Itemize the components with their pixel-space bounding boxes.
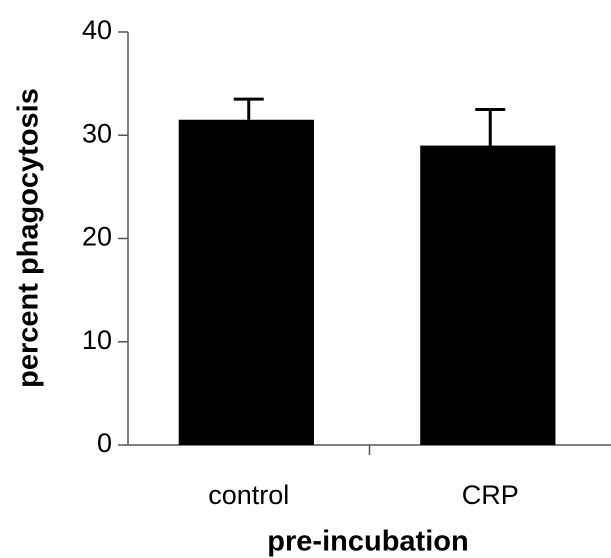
y-axis-title: percent phagocytosis bbox=[13, 88, 45, 388]
error-bar bbox=[233, 97, 264, 120]
x-axis-title: pre-incubation bbox=[267, 526, 468, 558]
bar bbox=[420, 145, 556, 445]
x-tick-label: CRP bbox=[462, 480, 519, 510]
y-tick-label: 20 bbox=[82, 222, 112, 252]
y-tick-label: 0 bbox=[97, 428, 112, 458]
bar bbox=[178, 119, 314, 445]
y-tick-label: 40 bbox=[82, 15, 112, 45]
error-bar bbox=[475, 107, 506, 146]
y-tick-label: 30 bbox=[82, 118, 112, 148]
y-tick-label: 10 bbox=[82, 325, 112, 355]
x-tick-label: control bbox=[208, 480, 289, 510]
